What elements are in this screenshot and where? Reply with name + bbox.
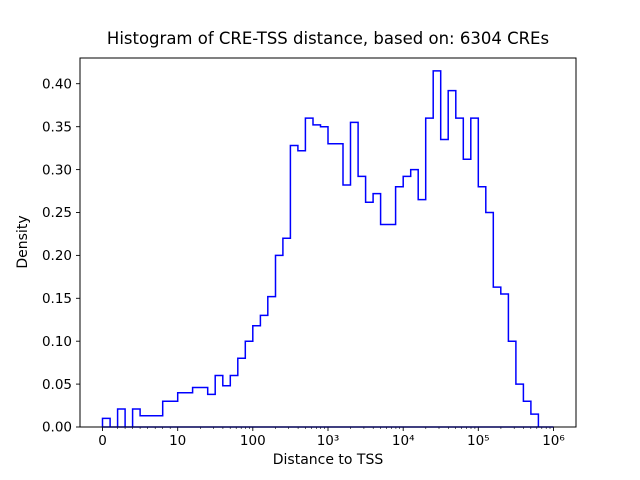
x-tick-label: 10⁵ xyxy=(467,433,490,449)
y-tick-label: 0.00 xyxy=(42,420,72,436)
x-tick-label: 100 xyxy=(240,433,266,449)
axis-tick-labels: 0 10 100 10³ 10⁴ 10⁵ 10⁶ 0.00 0.05 0.10 0.15 0.20 0.… xyxy=(42,76,565,449)
axis-major-ticks xyxy=(76,83,554,431)
y-tick-label: 0.10 xyxy=(42,334,72,350)
y-tick-label: 0.40 xyxy=(42,76,72,92)
chart-title: Histogram of CRE-TSS distance, based on:… xyxy=(107,29,549,48)
x-tick-label: 10 xyxy=(169,433,186,449)
x-tick-label: 10³ xyxy=(317,433,340,449)
x-tick-label: 10⁴ xyxy=(392,433,415,449)
x-axis-label: Distance to TSS xyxy=(273,452,384,468)
y-tick-label: 0.30 xyxy=(42,162,72,178)
y-tick-label: 0.20 xyxy=(42,248,72,264)
histogram-step-line xyxy=(101,70,554,428)
x-tick-label: 10⁶ xyxy=(542,433,565,449)
y-axis-label: Density xyxy=(15,215,31,268)
y-tick-label: 0.35 xyxy=(42,119,72,135)
y-tick-label: 0.15 xyxy=(42,291,72,307)
plot-border xyxy=(79,57,577,428)
y-tick-label: 0.05 xyxy=(42,377,72,393)
histogram-series xyxy=(101,70,554,428)
y-tick-label: 0.25 xyxy=(42,205,72,221)
x-tick-label: 0 xyxy=(98,433,107,449)
